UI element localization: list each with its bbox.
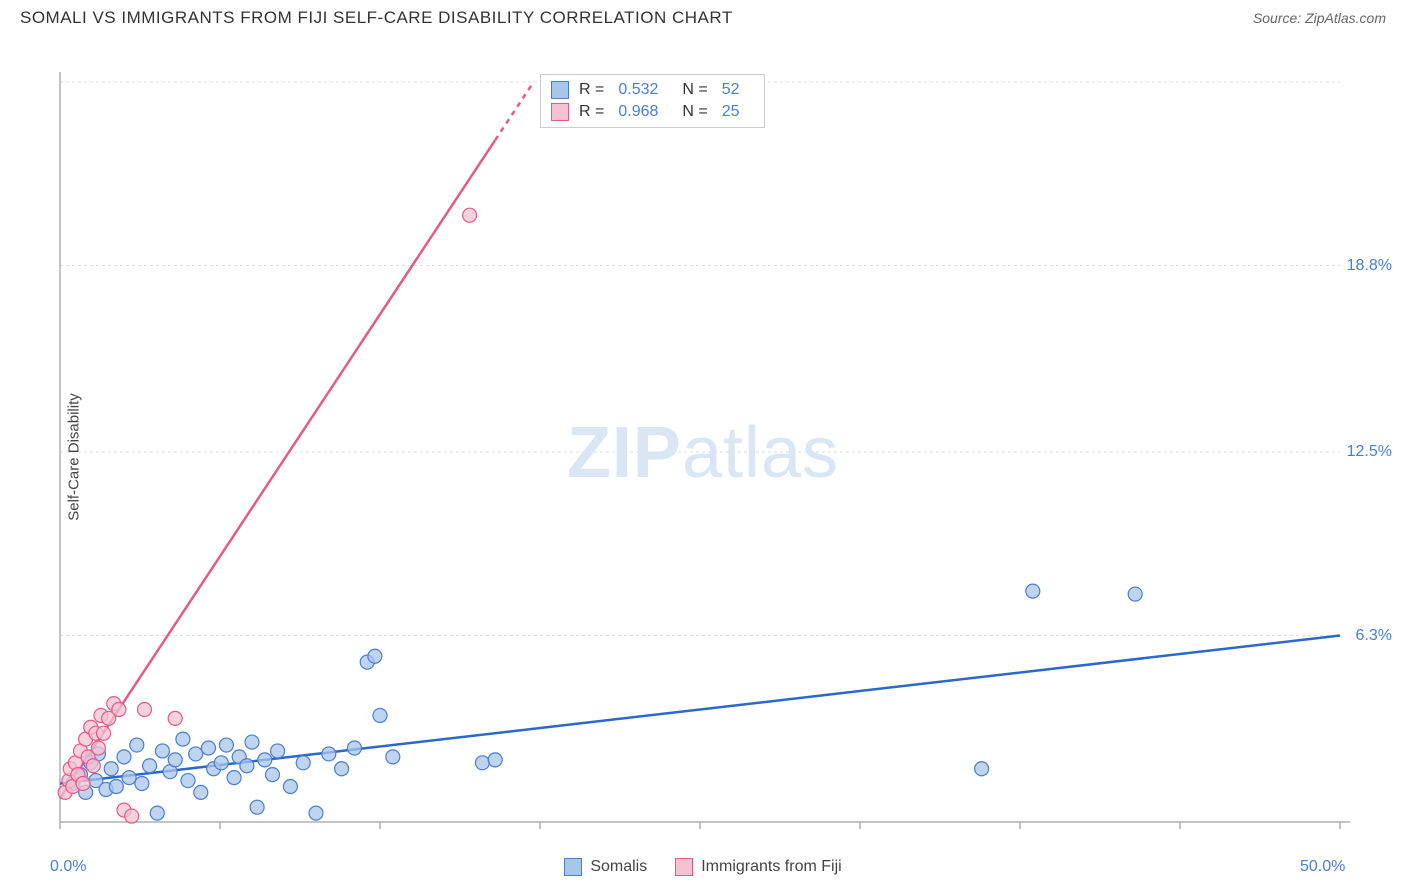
legend-series-item: Immigrants from Fiji [675, 858, 841, 876]
legend-series-item: Somalis [564, 858, 647, 876]
legend-stat-row: R =0.968N =25 [551, 101, 754, 123]
scatter-plot [0, 32, 1406, 882]
y-tick-label: 6.3% [1356, 627, 1392, 645]
legend-stat-row: R =0.532N =52 [551, 79, 754, 101]
chart-container: Self-Care Disability ZIPatlas R =0.532N … [0, 32, 1406, 882]
legend-stats: R =0.532N =52R =0.968N =25 [540, 74, 765, 128]
y-tick-label: 18.8% [1347, 257, 1392, 275]
legend-series: Somalis Immigrants from Fiji [0, 858, 1406, 876]
y-axis-label: Self-Care Disability [65, 393, 82, 521]
x-tick-label: 50.0% [1300, 858, 1345, 876]
y-tick-label: 12.5% [1347, 443, 1392, 461]
x-tick-label: 0.0% [50, 858, 86, 876]
chart-title: SOMALI VS IMMIGRANTS FROM FIJI SELF-CARE… [20, 8, 733, 28]
source-attribution: Source: ZipAtlas.com [1253, 10, 1386, 26]
